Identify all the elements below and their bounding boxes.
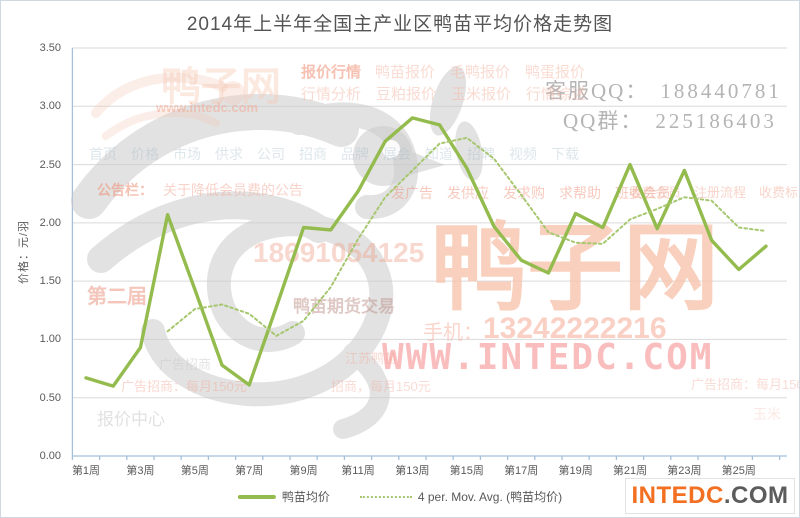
y-axis-tick-label: 2.00 bbox=[39, 216, 61, 229]
watermark-text: 招商，每月150元 bbox=[331, 379, 431, 394]
intedc-logo-name: INTEDC bbox=[631, 482, 724, 509]
x-axis-tick-label: 第1周 bbox=[71, 465, 101, 477]
watermark-text: WWW.INTEDC.COM bbox=[382, 337, 714, 378]
watermark-text: 发广告 发供应 发求购 求帮助 班委会员 bbox=[391, 185, 671, 201]
intedc-logo-tld: .COM bbox=[723, 482, 789, 509]
watermark-text: 收费会员 注册流程 收费标准 bbox=[629, 185, 800, 200]
y-axis-tick-label: 3.00 bbox=[39, 100, 61, 113]
y-axis-tick-label: 1.00 bbox=[39, 333, 61, 346]
watermark-text: 广告招商：每月150 bbox=[691, 377, 800, 392]
duck-eye-watermark bbox=[382, 140, 400, 158]
watermark-text: 鸭苗期货交易 bbox=[293, 297, 395, 316]
legend-dotted-line-sample bbox=[359, 495, 412, 498]
y-axis-tick-label: 2.50 bbox=[39, 158, 61, 171]
watermark-text: 江苏鸭苗 bbox=[345, 351, 398, 366]
legend-series1-label: 鸭苗均价 bbox=[281, 490, 330, 504]
watermark-text: 广告招商：每月150元 bbox=[121, 379, 247, 394]
legend-series2-label: 4 per. Mov. Avg. (鸭苗均价) bbox=[417, 490, 563, 504]
watermark-text: 鸭子网 bbox=[431, 215, 719, 322]
x-axis-tick-label: 第13周 bbox=[395, 465, 430, 477]
watermark-text: 第二届 bbox=[87, 286, 147, 308]
x-axis-tick-label: 第5周 bbox=[180, 465, 209, 477]
mini-duck-logo-watermark bbox=[91, 72, 228, 140]
watermark-text: 首页 价格 市场 供求 公司 招商 品牌 展会 知道 招聘 视频 下载 bbox=[89, 146, 579, 162]
qq-service-row: 客服QQ： 188440781 bbox=[545, 75, 782, 105]
moving-average-line bbox=[166, 136, 767, 337]
x-axis-tick-label: 第17周 bbox=[504, 465, 539, 477]
chart-legend: 鸭苗均价 4 per. Mov. Avg. (鸭苗均价) bbox=[237, 488, 563, 505]
qq-group-row: QQ群： 225186403 bbox=[563, 105, 777, 135]
y-axis-tick-label: 3.50 bbox=[39, 42, 61, 54]
intedc-logo: INTEDC .COM bbox=[625, 478, 795, 514]
x-axis-tick-label: 第9周 bbox=[289, 465, 318, 477]
watermark-text: 行情分析 豆粕报价 玉米报价 行情综述 bbox=[301, 86, 587, 103]
watermark-text: 公告栏： bbox=[97, 182, 153, 198]
x-axis-tick-label: 第23周 bbox=[667, 465, 702, 477]
watermark-text: 广告招商 bbox=[159, 357, 212, 372]
y-axis-tick-label: 0.50 bbox=[39, 391, 61, 404]
duck-head-watermark bbox=[353, 66, 483, 186]
y-axis-tick-label: 1.50 bbox=[39, 275, 61, 288]
x-axis-tick-label: 第21周 bbox=[612, 465, 648, 477]
watermark-text: 关于降低会员费的公告 bbox=[163, 182, 303, 198]
qq-service-number: 188440781 bbox=[660, 79, 782, 103]
x-axis-tick-label: 第7周 bbox=[235, 465, 264, 477]
qq-group-number: 225186403 bbox=[655, 109, 777, 133]
watermark-text: 报价中心 bbox=[97, 410, 165, 429]
watermark-text: 玉米 bbox=[753, 406, 781, 422]
x-axis-tick-label: 第3周 bbox=[126, 465, 155, 477]
y-axis-tick-label: 0.00 bbox=[39, 450, 61, 462]
watermark-text: 18691054125 bbox=[253, 237, 425, 268]
watermark-text: 鸭子网 bbox=[161, 65, 281, 109]
axes bbox=[71, 48, 787, 460]
gridlines bbox=[72, 47, 787, 399]
x-axis-tick-label: 第15周 bbox=[449, 465, 484, 477]
watermark-text: 报价行情 bbox=[301, 64, 362, 81]
qq-group-label: QQ群： bbox=[563, 109, 644, 133]
duck-price-line bbox=[84, 116, 768, 388]
watermark-text: 手机： bbox=[423, 322, 483, 344]
x-axis-tick-label: 第25周 bbox=[721, 465, 756, 477]
x-axis-tick-label: 第11周 bbox=[341, 465, 375, 477]
chart-title: 2014年上半年全国主产业区鸭苗平均价格走势图 bbox=[186, 14, 614, 35]
watermark-text: 13242222216 bbox=[483, 312, 667, 345]
x-axis-tick-label: 第19周 bbox=[558, 465, 593, 477]
watermark-text: 鸭苗报价 毛鸭报价 鸭蛋报价 bbox=[375, 64, 586, 81]
watermark-text: www.intedc.com bbox=[156, 100, 259, 115]
legend-solid-line-sample bbox=[237, 494, 276, 499]
qq-service-label: 客服QQ： bbox=[545, 79, 649, 103]
y-axis-title: 价格：元/羽 bbox=[18, 219, 30, 285]
